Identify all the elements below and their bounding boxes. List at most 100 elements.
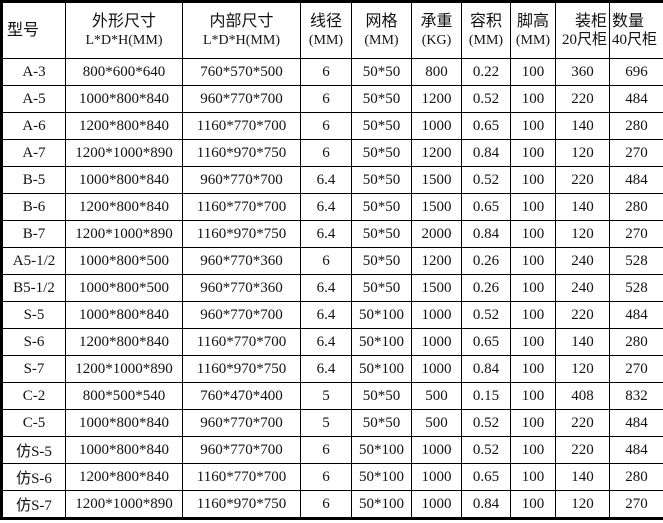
table-cell: 6.4 [300, 193, 352, 221]
table-row: S-6 1200*800*840 1160*770*700 6.4 50*100 1000… [1, 328, 663, 356]
header-label: 承重 [420, 12, 453, 30]
table-cell: 120 [555, 139, 610, 167]
table-cell: 1000*800*500 [65, 274, 183, 302]
table-cell: 280 [609, 112, 663, 140]
table-cell: 6 [300, 58, 352, 86]
table-cell: 270 [609, 490, 663, 519]
header-row: 型号 外形尺寸 L*D*H(MM) 内部尺寸 L*D*H(MM) 线径 (MM) 网格 (MM)… [1, 1, 663, 59]
table-cell: C-2 [1, 382, 66, 410]
header-unit: L*D*H(MM) [203, 32, 280, 48]
table-cell: 1000*800*840 [65, 436, 183, 464]
header-unit: (MM) [468, 32, 504, 48]
table-cell: 1000 [411, 355, 462, 383]
table-cell: 50*50 [351, 58, 412, 86]
table-cell: 100 [510, 58, 556, 86]
table-cell: 50*50 [351, 112, 412, 140]
table-cell: 240 [555, 274, 610, 302]
table-cell: 2000 [411, 220, 462, 248]
table-cell: 100 [510, 328, 556, 356]
table-cell: 0.26 [461, 247, 511, 275]
table-cell: 6.4 [300, 328, 352, 356]
table-cell: S-6 [1, 328, 66, 356]
table-cell: 100 [510, 463, 556, 491]
table-row: B-5 1000*800*840 960*770*700 6.4 50*50 1500 0.… [1, 166, 663, 194]
table-cell: 6 [300, 139, 352, 167]
table-cell: 484 [609, 436, 663, 464]
table-cell: 50*50 [351, 247, 412, 275]
table-cell: 696 [609, 58, 663, 86]
table-cell: 1200*1000*890 [65, 220, 183, 248]
table-cell: 1500 [411, 166, 462, 194]
header-label: 内部尺寸 [209, 12, 274, 30]
table-cell: 6.4 [300, 274, 352, 302]
table-cell: 408 [555, 382, 610, 410]
table-cell: 240 [555, 247, 610, 275]
table-cell: B-6 [1, 193, 66, 221]
table-cell: 1200*1000*890 [65, 490, 183, 519]
table-cell: 484 [609, 166, 663, 194]
table-cell: 1160*970*750 [182, 490, 301, 519]
table-cell: 50*50 [351, 166, 412, 194]
table-cell: 1000*800*840 [65, 166, 183, 194]
table-cell: 528 [609, 247, 663, 275]
table-cell: 1000 [411, 463, 462, 491]
table-cell: 960*770*700 [182, 301, 301, 329]
table-cell: 6.4 [300, 301, 352, 329]
table-cell: 5 [300, 382, 352, 410]
table-cell: 50*50 [351, 274, 412, 302]
table-cell: 220 [555, 166, 610, 194]
table-cell: 50*50 [351, 193, 412, 221]
table-row: 仿S-7 1200*1000*890 1160*970*750 6 50*100 1000… [1, 490, 663, 519]
table-cell: 280 [609, 193, 663, 221]
column-header: 内部尺寸 L*D*H(MM) [182, 1, 301, 59]
table-cell: 0.65 [461, 112, 511, 140]
table-cell: 100 [510, 193, 556, 221]
table-cell: 360 [555, 58, 610, 86]
table-row: A5-1/2 1000*800*500 960*770*360 6 50*50 1200 0… [1, 247, 663, 275]
table-cell: 960*770*700 [182, 409, 301, 437]
table-cell: 6.4 [300, 166, 352, 194]
table-cell: 960*770*360 [182, 274, 301, 302]
table-cell: 1500 [411, 193, 462, 221]
table-cell: 140 [555, 112, 610, 140]
column-header: 容积 (MM) [461, 1, 511, 59]
header-label: 线径 [309, 12, 342, 30]
table-row: B-7 1200*1000*890 1160*970*750 6.4 50*50 2000… [1, 220, 663, 248]
table-cell: 280 [609, 328, 663, 356]
table-cell: 220 [555, 436, 610, 464]
table-cell: S-5 [1, 301, 66, 329]
table-cell: 6 [300, 247, 352, 275]
header-unit: L*D*H(MM) [85, 32, 163, 48]
table-cell: 1000*800*840 [65, 301, 183, 329]
table-cell: 100 [510, 382, 556, 410]
table-cell: 960*770*700 [182, 166, 301, 194]
header-unit: (KG) [421, 32, 452, 48]
header-unit: 40尺柜 [612, 31, 658, 48]
table-cell: 1000*800*840 [65, 409, 183, 437]
table-cell: 960*770*700 [182, 436, 301, 464]
header-unit: (MM) [364, 32, 399, 48]
table-cell: 1500 [411, 274, 462, 302]
column-header: 承重 (KG) [411, 1, 462, 59]
table-cell: 6.4 [300, 220, 352, 248]
table-cell: 100 [510, 220, 556, 248]
table-row: B-6 1200*800*840 1160*770*700 6.4 50*50 1500 0… [1, 193, 663, 221]
table-cell: B-7 [1, 220, 66, 248]
column-header: 型号 [1, 1, 66, 59]
table-cell: 100 [510, 355, 556, 383]
table-row: B5-1/2 1000*800*500 960*770*360 6.4 50*50 150… [1, 274, 663, 302]
table-cell: A-7 [1, 139, 66, 167]
header-label: 脚高 [516, 12, 549, 30]
table-cell: C-5 [1, 409, 66, 437]
table-cell: 1200 [411, 85, 462, 113]
table-cell: 220 [555, 301, 610, 329]
table-row: A-7 1200*1000*890 1160*970*750 6 50*50 1200 0.… [1, 139, 663, 167]
table-cell: A-5 [1, 85, 66, 113]
table-cell: 6 [300, 463, 352, 491]
table-cell: 100 [510, 274, 556, 302]
table-cell: 1160*770*700 [182, 328, 301, 356]
table-cell: 0.84 [461, 220, 511, 248]
table-cell: 1200 [411, 139, 462, 167]
table-cell: 50*50 [351, 139, 412, 167]
table-cell: 0.84 [461, 139, 511, 167]
